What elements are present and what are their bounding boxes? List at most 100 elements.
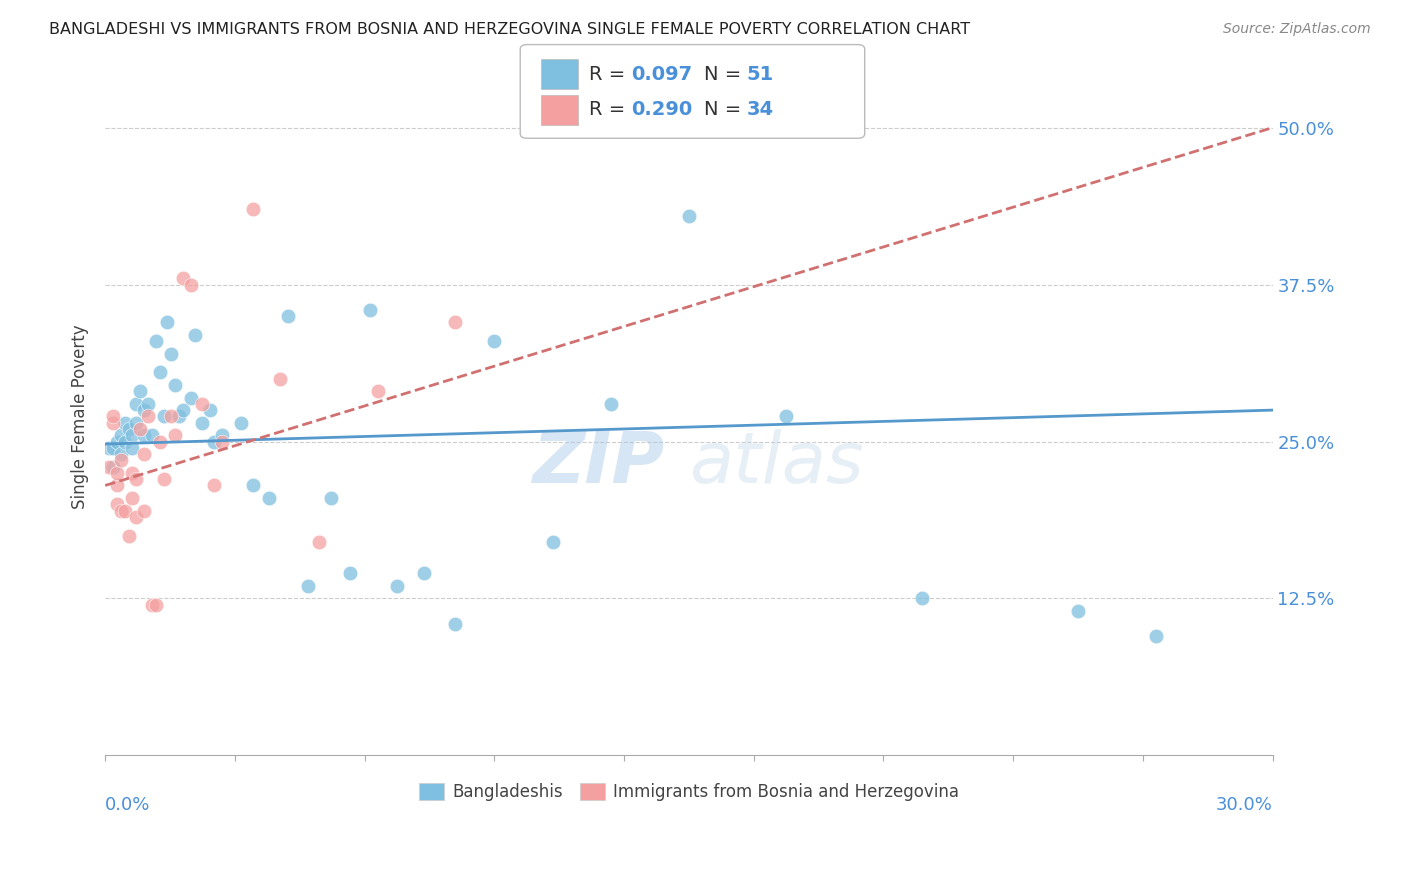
Point <box>257 491 280 505</box>
Point <box>117 422 139 436</box>
Point <box>242 202 264 217</box>
Point <box>297 579 319 593</box>
Point <box>180 277 202 292</box>
Point <box>231 416 253 430</box>
Point <box>211 434 233 449</box>
Point <box>121 441 143 455</box>
Point <box>145 598 167 612</box>
Point <box>134 428 156 442</box>
Point <box>191 397 214 411</box>
Point <box>183 327 205 342</box>
Point <box>125 509 148 524</box>
Point <box>136 409 159 424</box>
Point <box>101 409 124 424</box>
Point <box>200 403 222 417</box>
Legend: Bangladeshis, Immigrants from Bosnia and Herzegovina: Bangladeshis, Immigrants from Bosnia and… <box>412 777 966 808</box>
Point <box>105 497 128 511</box>
Text: Source: ZipAtlas.com: Source: ZipAtlas.com <box>1223 22 1371 37</box>
Text: BANGLADESHI VS IMMIGRANTS FROM BOSNIA AND HERZEGOVINA SINGLE FEMALE POVERTY CORR: BANGLADESHI VS IMMIGRANTS FROM BOSNIA AN… <box>49 22 970 37</box>
Text: ZIP: ZIP <box>533 429 665 499</box>
Point <box>114 434 136 449</box>
Text: 30.0%: 30.0% <box>1216 796 1272 814</box>
Point <box>145 334 167 348</box>
Text: R =: R = <box>589 64 631 84</box>
Text: R =: R = <box>589 100 631 120</box>
Point <box>121 466 143 480</box>
Point <box>277 309 299 323</box>
Point <box>152 409 174 424</box>
Point <box>541 535 564 549</box>
Point <box>114 503 136 517</box>
Point <box>125 397 148 411</box>
Text: 0.290: 0.290 <box>631 100 693 120</box>
Point <box>359 302 381 317</box>
Point <box>413 566 436 581</box>
Point <box>101 459 124 474</box>
Point <box>98 459 121 474</box>
Point <box>367 384 389 399</box>
Text: atlas: atlas <box>689 429 863 499</box>
Point <box>308 535 330 549</box>
Point <box>167 409 190 424</box>
Point <box>105 434 128 449</box>
Point <box>484 334 506 348</box>
Text: 34: 34 <box>747 100 773 120</box>
Point <box>165 378 187 392</box>
Point <box>165 428 187 442</box>
Point <box>911 591 934 606</box>
Point <box>141 428 163 442</box>
Text: 0.097: 0.097 <box>631 64 692 84</box>
Point <box>125 416 148 430</box>
Point <box>191 416 214 430</box>
Point <box>444 315 467 329</box>
Point <box>98 441 121 455</box>
Point <box>134 503 156 517</box>
Point <box>444 616 467 631</box>
Point <box>160 346 183 360</box>
Point <box>242 478 264 492</box>
Point <box>600 397 623 411</box>
Point <box>110 503 132 517</box>
Point <box>1067 604 1090 618</box>
Point <box>149 434 172 449</box>
Point <box>110 453 132 467</box>
Point <box>319 491 342 505</box>
Text: 0.0%: 0.0% <box>105 796 150 814</box>
Point <box>121 491 143 505</box>
Text: N =: N = <box>704 64 748 84</box>
Point <box>125 472 148 486</box>
Point <box>129 422 152 436</box>
Point <box>105 466 128 480</box>
Point <box>105 478 128 492</box>
Point <box>101 441 124 455</box>
Point <box>269 372 291 386</box>
Point <box>172 271 194 285</box>
Point <box>141 598 163 612</box>
Point <box>156 315 179 329</box>
Point <box>775 409 797 424</box>
Point <box>110 447 132 461</box>
Point <box>211 428 233 442</box>
Point <box>149 366 172 380</box>
Point <box>134 447 156 461</box>
Point <box>180 391 202 405</box>
Point <box>202 434 225 449</box>
Point <box>114 416 136 430</box>
Point <box>1144 629 1167 643</box>
Point <box>134 403 156 417</box>
Point <box>121 428 143 442</box>
Text: 51: 51 <box>747 64 773 84</box>
Point <box>172 403 194 417</box>
Point <box>339 566 361 581</box>
Point <box>202 478 225 492</box>
Point <box>152 472 174 486</box>
Point <box>117 529 139 543</box>
Point <box>136 397 159 411</box>
Point <box>160 409 183 424</box>
Point <box>110 428 132 442</box>
Y-axis label: Single Female Poverty: Single Female Poverty <box>72 324 89 508</box>
Point <box>101 416 124 430</box>
Text: N =: N = <box>704 100 748 120</box>
Point <box>129 384 152 399</box>
Point <box>385 579 408 593</box>
